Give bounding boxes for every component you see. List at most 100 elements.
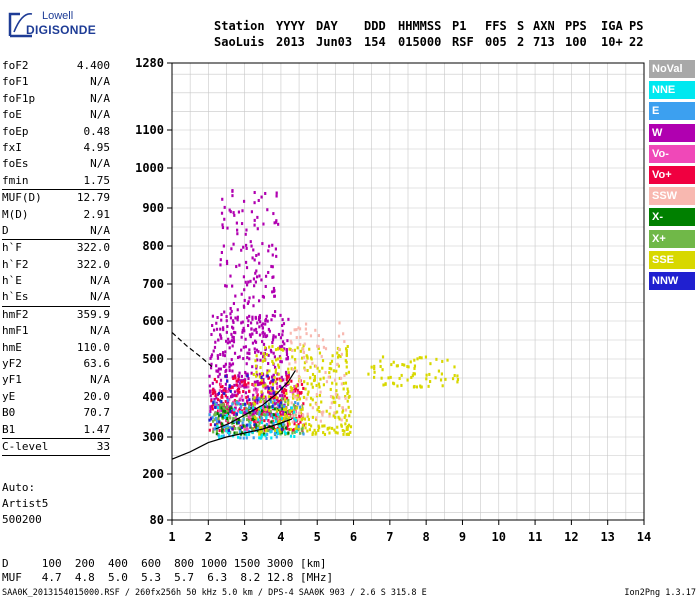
echo-point-sse <box>254 364 258 368</box>
echo-point-vo <box>232 425 236 429</box>
echo-point-sse <box>287 367 290 371</box>
echo-point-vo <box>285 374 289 378</box>
echo-point-vo <box>256 388 259 392</box>
echo-point-x <box>279 403 283 407</box>
echo-point-vo <box>235 379 238 383</box>
echo-point-vo <box>235 394 238 398</box>
param-value: N/A <box>90 157 110 171</box>
echo-point-w <box>210 362 213 366</box>
echo-point-x <box>221 429 224 433</box>
echo-point-x <box>217 414 221 418</box>
echo-point-sse <box>425 377 428 381</box>
echo-point-x <box>256 412 259 416</box>
echo-point-sse <box>255 354 258 358</box>
echo-point-w <box>243 298 246 302</box>
echo-point-w <box>209 394 212 398</box>
echo-point-vo <box>246 401 249 405</box>
echo-point-w <box>251 315 254 319</box>
echo-point-nne <box>294 418 298 422</box>
echo-point-x <box>229 407 232 411</box>
echo-point-vo <box>268 420 271 424</box>
echo-point-w <box>211 324 214 328</box>
echo-point-vo <box>209 423 212 427</box>
echo-point-x <box>287 398 290 402</box>
echo-point-sse <box>320 400 323 404</box>
param-name: h`E <box>2 274 22 288</box>
echo-point-w <box>271 313 274 317</box>
echo-point-sse <box>413 358 416 362</box>
echo-point-sse <box>384 382 387 386</box>
echo-point-x <box>278 415 281 419</box>
echo-point-ssw <box>302 350 305 354</box>
echo-point-nne <box>293 417 296 421</box>
echo-point-w <box>274 247 277 251</box>
echo-point-nne <box>260 421 264 425</box>
echo-point-x <box>281 407 284 411</box>
echo-point-vo <box>216 398 220 402</box>
echo-point-e <box>242 436 245 440</box>
echo-point-sse <box>279 430 282 434</box>
echo-point-vo <box>247 381 250 385</box>
echo-point-sse <box>338 404 341 408</box>
echo-point-sse <box>255 370 258 374</box>
echo-point-vo <box>213 377 216 381</box>
echo-point-w <box>249 321 253 325</box>
echo-point-x <box>232 416 235 420</box>
echo-point-w <box>269 391 272 395</box>
echo-point-sse <box>345 360 348 364</box>
echo-point-w <box>225 368 228 372</box>
echo-point-e <box>265 422 268 426</box>
echo-point-vo <box>260 395 263 399</box>
param-row-hmf2: hmF2 359.9 <box>2 307 110 323</box>
echo-point-w <box>240 248 243 252</box>
echo-point-sse <box>311 432 314 436</box>
echo-point-w <box>210 333 213 337</box>
header-row2-col-4: 015000 <box>398 35 442 49</box>
echo-point-sse <box>292 396 295 400</box>
echo-point-sse <box>419 384 422 388</box>
echo-point-w <box>261 393 264 397</box>
echo-point-vo <box>218 428 221 432</box>
echo-point-sse <box>296 394 300 398</box>
echo-point-w <box>252 295 255 299</box>
echo-point-x <box>256 429 259 433</box>
echo-point-x <box>267 402 270 406</box>
param-row-d: D N/A <box>2 223 110 239</box>
echo-point-ssw <box>298 411 301 415</box>
echo-point-nne <box>273 416 276 420</box>
echo-point-sse <box>381 368 384 372</box>
echo-point-nne <box>261 433 264 437</box>
echo-point-w <box>266 410 269 414</box>
echo-point-sse <box>345 349 348 353</box>
distance-row: D 100 200 400 600 800 1000 1500 3000 [km… <box>2 557 327 570</box>
echo-point-w <box>272 351 275 355</box>
param-value: N/A <box>90 91 110 105</box>
echo-point-e <box>276 403 280 407</box>
echo-point-w <box>241 320 244 324</box>
echo-point-vo <box>227 409 231 413</box>
echo-point-w <box>261 242 264 246</box>
echo-point-x <box>221 422 224 426</box>
profile-trace <box>171 418 293 460</box>
echo-point-sse <box>345 354 348 358</box>
echo-point-sse <box>285 414 288 418</box>
echo-point-ssw <box>336 363 339 367</box>
echo-point-ssw <box>298 418 301 422</box>
param-name: M(D) <box>2 207 29 221</box>
param-value: 359.9 <box>76 307 110 321</box>
param-name: hmF2 <box>2 307 29 321</box>
echo-point-w <box>270 264 273 268</box>
echo-point-w <box>256 321 259 325</box>
echo-point-nne <box>276 412 279 416</box>
echo-point-sse <box>439 378 443 382</box>
echo-point-w <box>208 384 211 388</box>
echo-point-w <box>241 330 244 334</box>
echo-point-w <box>273 310 277 314</box>
echo-point-w <box>244 378 247 382</box>
echo-point-w <box>224 339 228 343</box>
echo-point-w <box>238 263 241 267</box>
echo-point-sse <box>278 428 281 432</box>
echo-point-x <box>221 415 224 419</box>
echo-point-x <box>225 405 229 409</box>
echo-point-vo <box>255 391 258 395</box>
